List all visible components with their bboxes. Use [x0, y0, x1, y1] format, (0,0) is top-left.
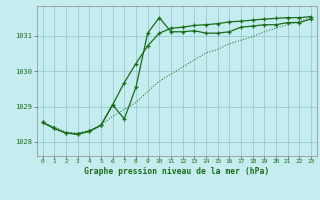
X-axis label: Graphe pression niveau de la mer (hPa): Graphe pression niveau de la mer (hPa) — [84, 167, 269, 176]
